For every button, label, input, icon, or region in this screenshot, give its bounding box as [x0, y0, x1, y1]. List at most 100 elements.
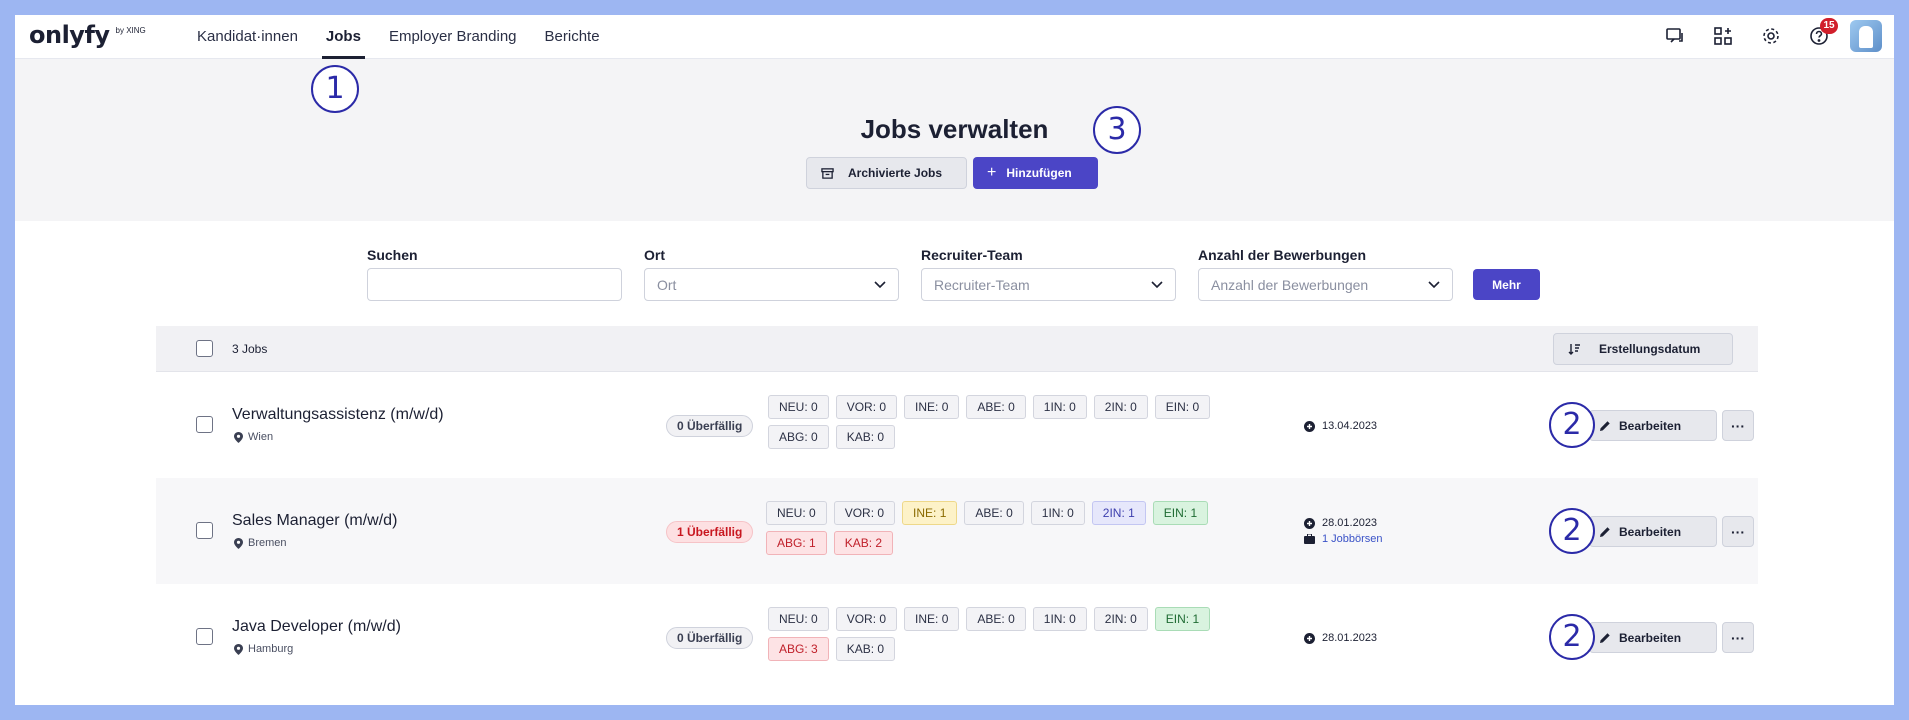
- stat-pill: KAB: 2: [833, 531, 894, 555]
- table-row[interactable]: Verwaltungsassistenz (m/w/d) Wien 0 Über…: [156, 372, 1758, 478]
- stat-pill: NEU: 0: [766, 501, 827, 525]
- apps-add-icon[interactable]: [1706, 19, 1740, 53]
- app-window: onlyfy by XING Kandidat·innen Jobs Emplo…: [15, 15, 1894, 705]
- edit-button[interactable]: Bearbeiten: [1589, 622, 1717, 653]
- stat-pill: KAB: 0: [835, 637, 896, 661]
- stat-pill: 2IN: 0: [1093, 395, 1148, 419]
- nav-item-reports[interactable]: Berichte: [544, 28, 600, 45]
- page-title: Jobs verwalten: [860, 114, 1049, 144]
- edit-button[interactable]: Bearbeiten: [1589, 516, 1717, 547]
- archived-jobs-label: Archivierte Jobs: [848, 166, 943, 180]
- job-dates: 28.01.2023 1 Jobbörsen: [1304, 515, 1383, 547]
- stat-pill: INE: 1: [902, 501, 958, 525]
- sort-icon: [1568, 344, 1580, 355]
- search-input[interactable]: [367, 268, 622, 301]
- team-placeholder: Recruiter-Team: [934, 276, 1030, 293]
- applications-select[interactable]: Anzahl der Bewerbungen: [1198, 268, 1453, 301]
- pencil-icon: [1600, 420, 1610, 431]
- add-job-button[interactable]: + Hinzufügen: [973, 157, 1098, 189]
- filter-bar: Suchen Ort Ort Recruiter-Team Recruiter-…: [367, 247, 1540, 301]
- row-checkbox[interactable]: [196, 522, 213, 539]
- edit-button[interactable]: Bearbeiten: [1589, 410, 1717, 441]
- stat-pill: EIN: 1: [1152, 501, 1209, 525]
- location-label: Ort: [644, 247, 665, 263]
- stat-pill: EIN: 1: [1154, 607, 1211, 631]
- team-select[interactable]: Recruiter-Team: [921, 268, 1176, 301]
- edit-label: Bearbeiten: [1619, 418, 1682, 433]
- job-location-text: Bremen: [248, 537, 287, 549]
- row-checkbox[interactable]: [196, 628, 213, 645]
- page-header: Jobs verwalten Archivierte Jobs + Hinzuf…: [15, 59, 1894, 221]
- nav-item-candidates[interactable]: Kandidat·innen: [197, 28, 298, 45]
- created-date: 28.01.2023: [1322, 632, 1378, 644]
- stat-pill: VOR: 0: [835, 607, 898, 631]
- table-row[interactable]: Sales Manager (m/w/d) Bremen 1 Überfälli…: [156, 478, 1758, 584]
- chevron-down-icon: [874, 280, 886, 288]
- stat-pill: ABE: 0: [966, 607, 1026, 631]
- sort-button[interactable]: Erstellungsdatum: [1553, 333, 1733, 365]
- search-label: Suchen: [367, 247, 418, 263]
- nav-item-jobs[interactable]: Jobs: [321, 15, 365, 59]
- stat-pill: INE: 0: [904, 607, 960, 631]
- location-placeholder: Ort: [657, 276, 677, 293]
- annotation-marker-2: 2: [1549, 614, 1595, 660]
- chevron-down-icon: [1151, 280, 1163, 288]
- stat-pill: 1IN: 0: [1032, 607, 1087, 631]
- select-all-checkbox[interactable]: [196, 340, 213, 357]
- jobboards-link[interactable]: 1 Jobbörsen: [1322, 533, 1383, 545]
- row-checkbox[interactable]: [196, 416, 213, 433]
- job-title[interactable]: Verwaltungsassistenz (m/w/d): [232, 406, 444, 423]
- add-job-label: Hinzufügen: [1006, 166, 1072, 180]
- team-label: Recruiter-Team: [921, 247, 1023, 263]
- logo-text: onlyfy: [29, 21, 110, 49]
- user-avatar[interactable]: [1850, 20, 1882, 52]
- edit-label: Bearbeiten: [1619, 630, 1682, 645]
- stat-pill: 2IN: 0: [1093, 607, 1148, 631]
- archive-icon: [821, 167, 834, 179]
- job-title[interactable]: Sales Manager (m/w/d): [232, 512, 398, 529]
- location-select[interactable]: Ort: [644, 268, 899, 301]
- annotation-marker-2: 2: [1549, 508, 1595, 554]
- annotation-marker-2: 2: [1549, 402, 1595, 448]
- plus-circle-icon: [1304, 632, 1315, 644]
- team-filter: Recruiter-Team Recruiter-Team: [921, 247, 1176, 301]
- more-filters-button[interactable]: Mehr: [1473, 269, 1540, 300]
- pipeline-stats: NEU: 0 VOR: 0 INE: 0 ABE: 0 1IN: 0 2IN: …: [768, 607, 1248, 661]
- table-row[interactable]: Java Developer (m/w/d) Hamburg 0 Überfäl…: [156, 584, 1758, 692]
- job-title[interactable]: Java Developer (m/w/d): [232, 618, 401, 635]
- gear-icon[interactable]: [1754, 19, 1788, 53]
- location-pin-icon: [234, 643, 243, 655]
- location-filter: Ort Ort: [644, 247, 899, 301]
- stat-pill: EIN: 0: [1154, 395, 1211, 419]
- location-pin-icon: [234, 537, 243, 549]
- top-navigation-bar: onlyfy by XING Kandidat·innen Jobs Emplo…: [15, 15, 1894, 59]
- more-options-button[interactable]: ···: [1722, 622, 1754, 653]
- plus-circle-icon: [1304, 517, 1315, 529]
- stat-pill: ABG: 0: [768, 425, 829, 449]
- annotation-marker-3: 3: [1093, 106, 1141, 154]
- nav-item-employer-branding[interactable]: Employer Branding: [388, 28, 517, 45]
- job-location-text: Wien: [248, 431, 274, 443]
- more-options-button[interactable]: ···: [1722, 410, 1754, 441]
- stat-pill: ABG: 1: [766, 531, 827, 555]
- briefcase-icon: [1304, 534, 1315, 544]
- sort-label: Erstellungsdatum: [1599, 342, 1701, 356]
- stat-pill: ABG: 3: [768, 637, 829, 661]
- top-icons: 15: [1658, 18, 1882, 53]
- job-location: Bremen: [234, 537, 287, 549]
- edit-label: Bearbeiten: [1619, 524, 1682, 539]
- help-icon[interactable]: 15: [1802, 18, 1838, 53]
- stat-pill: VOR: 0: [833, 501, 896, 525]
- stat-pill: NEU: 0: [768, 607, 829, 631]
- chat-icon[interactable]: [1658, 19, 1692, 53]
- stat-pill: KAB: 0: [835, 425, 896, 449]
- stat-pill: NEU: 0: [768, 395, 829, 419]
- created-date: 13.04.2023: [1322, 420, 1378, 432]
- more-options-button[interactable]: ···: [1722, 516, 1754, 547]
- archived-jobs-button[interactable]: Archivierte Jobs: [806, 157, 968, 189]
- plus-circle-icon: [1304, 420, 1315, 432]
- overdue-badge: 0 Überfällig: [666, 627, 754, 649]
- onlyfy-logo[interactable]: onlyfy by XING: [29, 21, 146, 49]
- job-location: Hamburg: [234, 643, 293, 655]
- stat-pill: 1IN: 0: [1032, 395, 1087, 419]
